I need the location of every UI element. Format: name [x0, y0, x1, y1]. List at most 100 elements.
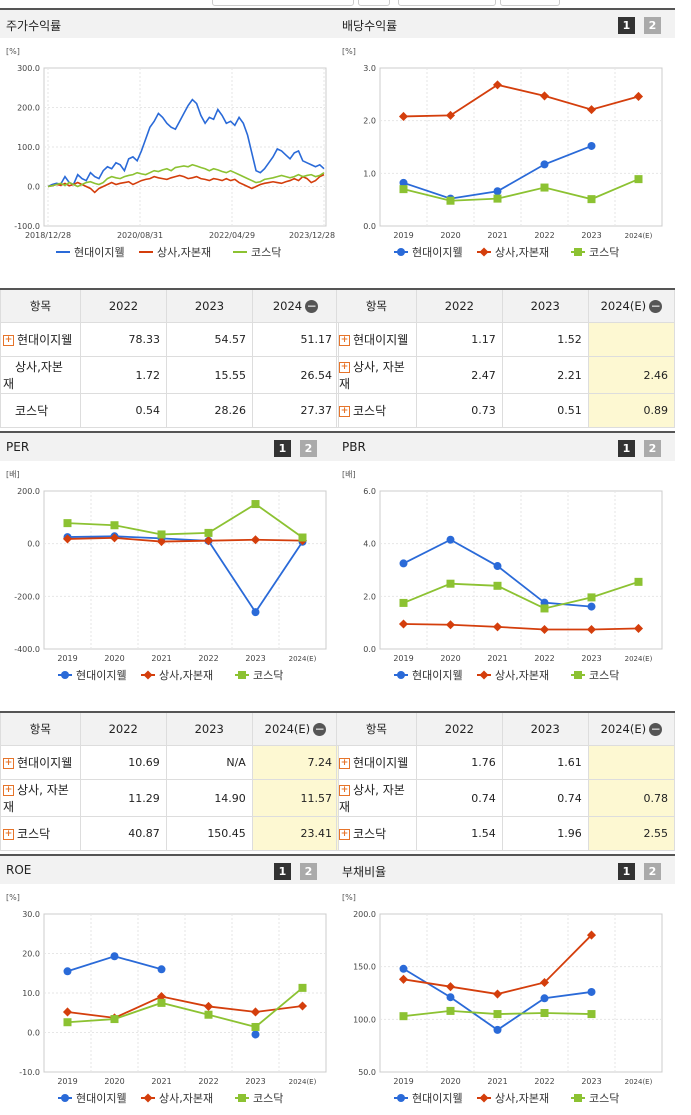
data-point	[298, 983, 307, 992]
top-toolbar-button[interactable]	[358, 0, 390, 6]
y-tick-label: 10.0	[22, 989, 40, 998]
data-point	[493, 581, 502, 590]
top-toolbar-button[interactable]	[212, 0, 354, 6]
data-point	[157, 998, 166, 1007]
x-tick-label: 2020	[440, 654, 460, 663]
column-header: 2023	[501, 288, 589, 323]
data-point	[587, 141, 596, 150]
toggle-button-2[interactable]: 2	[300, 863, 317, 880]
row-name: 코스닥	[15, 404, 49, 418]
expand-plus-icon[interactable]: +	[339, 785, 350, 796]
debt-ratio-panel: 부채비율 1 2 [%] 200.0 150.0 100.0 50.0 2019 2020 2…	[336, 854, 675, 1115]
column-header-label: 2024	[272, 299, 303, 313]
dividend-yield-table: 항목 2022 2023 2024(E) − + 현대이지웰 1.17 1.52 + 상사, 자본재…	[336, 288, 676, 428]
toggle-button-1[interactable]: 1	[618, 863, 635, 880]
legend-label: 상사,자본재	[157, 246, 211, 259]
data-point	[574, 248, 582, 256]
data-point	[479, 670, 489, 680]
data-point	[587, 987, 596, 996]
series-line	[403, 178, 639, 202]
expand-plus-icon[interactable]: +	[3, 785, 14, 796]
toggle-button-2[interactable]: 2	[644, 440, 661, 457]
y-tick-label: 6.0	[363, 487, 376, 496]
y-tick-label: 100.0	[17, 143, 40, 152]
value-cell: 10.69	[79, 745, 167, 780]
legend-label: 현대이지웰	[76, 1092, 127, 1105]
x-tick-label: 2020/08/31	[117, 231, 163, 240]
expand-plus-icon[interactable]: +	[3, 758, 14, 769]
value-cell: 150.45	[165, 816, 253, 851]
roe-chart: [%]30.0 20.0 10.0 0.0 -10.0 2019 2020 2021 2022 2…	[6, 893, 327, 1105]
legend-label: 코스닥	[253, 1092, 283, 1105]
table-row: + 상사, 자본재 11.29 14.90 11.57	[0, 779, 340, 817]
collapse-icon[interactable]: −	[313, 722, 327, 736]
x-tick-label: 2020	[104, 1077, 124, 1086]
top-toolbar-button[interactable]	[398, 0, 496, 6]
value-cell: 78.33	[79, 322, 167, 357]
toggle-button-1[interactable]: 1	[618, 17, 635, 34]
x-tick-label: 2024(E)	[625, 655, 653, 663]
data-point	[204, 1010, 213, 1019]
panel-header: 주가수익률	[0, 8, 339, 38]
x-tick-label: 2019	[393, 231, 413, 240]
legend-label: 코스닥	[589, 1092, 619, 1105]
toggle-button-2[interactable]: 2	[300, 440, 317, 457]
expand-plus-icon[interactable]: +	[339, 829, 350, 840]
series-line	[403, 968, 592, 1031]
row-name: 코스닥	[353, 827, 387, 841]
panel-title: 부채비율	[342, 865, 387, 879]
toggle-button-2[interactable]: 2	[644, 17, 661, 34]
expand-plus-icon[interactable]: +	[339, 362, 350, 373]
collapse-icon[interactable]: −	[649, 722, 663, 736]
row-name-cell: + 상사, 자본재	[336, 356, 417, 394]
row-name-cell: + 상사, 자본재	[0, 779, 81, 817]
data-point	[540, 994, 549, 1003]
y-tick-label: 100.0	[353, 1015, 376, 1024]
data-point	[446, 993, 455, 1002]
y-tick-label: 200.0	[17, 487, 40, 496]
value-cell: 14.90	[165, 779, 253, 817]
column-header-label: 2024(E)	[264, 722, 311, 736]
y-tick-label: 150.0	[353, 963, 376, 972]
expand-plus-icon[interactable]: +	[339, 335, 350, 346]
expand-plus-icon[interactable]: +	[3, 335, 14, 346]
toggle-button-1[interactable]: 1	[274, 863, 291, 880]
data-point	[540, 1009, 549, 1018]
top-toolbar	[0, 0, 691, 8]
x-tick-label: 2021	[487, 231, 507, 240]
panel-title: 배당수익률	[342, 19, 398, 33]
unit-label: [%]	[6, 47, 20, 56]
table-row: + 현대이지웰 78.33 54.57 51.17	[0, 322, 340, 357]
data-point	[399, 598, 408, 607]
collapse-icon[interactable]: −	[649, 299, 663, 313]
value-cell: 1.52	[501, 322, 589, 357]
toggle-button-2[interactable]: 2	[644, 863, 661, 880]
data-point	[143, 1093, 153, 1103]
series-line	[67, 995, 303, 1019]
column-header: 2022	[415, 288, 503, 323]
plot-frame	[379, 913, 663, 1073]
per-panel: PER 1 2 [배] 200.0 0.0 -200.0 -400.0 2019 2020 2…	[0, 431, 339, 691]
expand-plus-icon[interactable]: +	[3, 829, 14, 840]
data-point	[63, 967, 72, 976]
expand-plus-icon[interactable]: +	[339, 758, 350, 769]
toggle-button-1[interactable]: 1	[274, 440, 291, 457]
data-point	[62, 1007, 73, 1017]
table-header-row: 항목 2022 2023 2024(E) −	[336, 711, 676, 746]
toggle-button-1[interactable]: 1	[618, 440, 635, 457]
data-point	[63, 1018, 72, 1027]
data-point	[250, 1007, 261, 1017]
data-point	[399, 1012, 408, 1021]
x-tick-label: 2023/12/28	[289, 231, 335, 240]
unit-label: [%]	[6, 893, 20, 902]
data-point	[539, 91, 550, 101]
x-tick-label: 2022	[198, 654, 218, 663]
top-toolbar-button[interactable]	[500, 0, 560, 6]
value-cell: 0.54	[79, 393, 167, 428]
expand-plus-icon[interactable]: +	[339, 406, 350, 417]
column-header-label: 항목	[365, 722, 388, 736]
legend-label: 코스닥	[589, 246, 619, 259]
y-tick-label: 2.0	[363, 117, 376, 126]
collapse-icon[interactable]: −	[305, 299, 319, 313]
y-tick-label: -400.0	[14, 645, 40, 654]
